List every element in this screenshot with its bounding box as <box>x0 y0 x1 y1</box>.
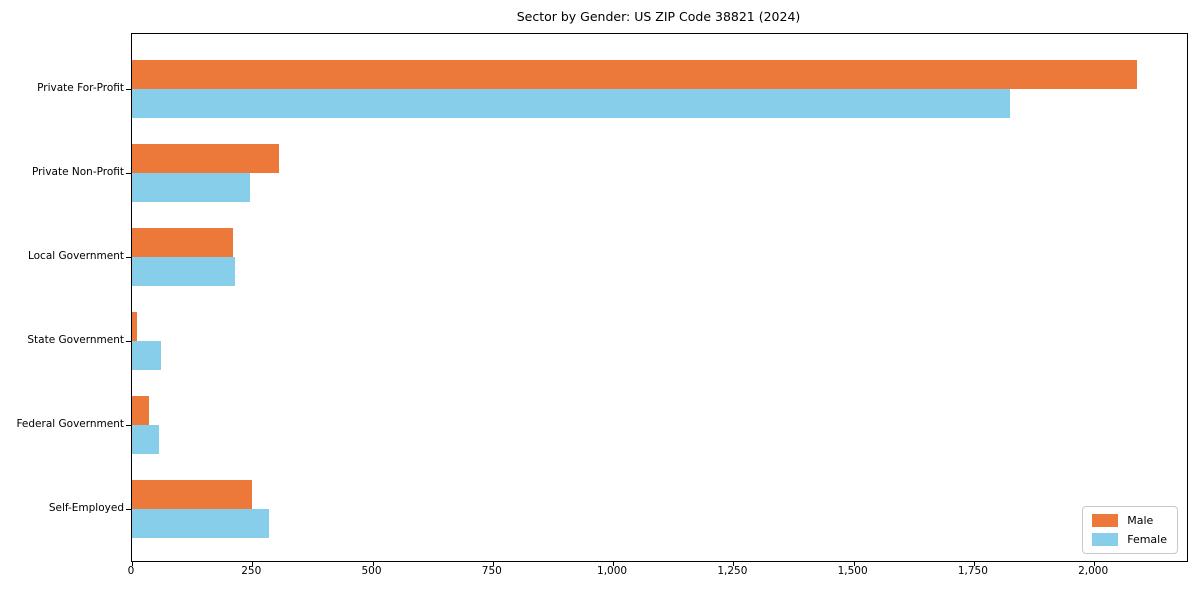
bar-male-5 <box>132 396 149 425</box>
y-tick-mark <box>126 89 132 90</box>
plot-area: Male Female <box>126 33 1188 566</box>
legend: Male Female <box>1082 506 1178 554</box>
x-tick-label: 2,000 <box>1078 565 1109 577</box>
legend-item-male: Male <box>1092 514 1167 527</box>
y-tick-mark <box>126 425 132 426</box>
x-tick-label: 500 <box>361 565 382 577</box>
y-tick-label: Private For-Profit <box>37 82 124 94</box>
bar-female-6 <box>132 509 270 538</box>
x-tick-label: 1,250 <box>717 565 748 577</box>
legend-item-female: Female <box>1092 533 1167 546</box>
y-tick-mark <box>126 341 132 342</box>
x-tick-label: 1,500 <box>837 565 868 577</box>
legend-swatch-female <box>1092 533 1119 546</box>
y-tick-label: Private Non-Profit <box>31 166 124 178</box>
bar-female-3 <box>132 257 236 286</box>
bar-female-1 <box>132 89 1010 118</box>
y-tick-mark <box>126 257 132 258</box>
bar-female-4 <box>132 341 161 370</box>
x-tick-mark <box>1094 561 1096 566</box>
bar-female-2 <box>132 173 250 202</box>
bar-male-6 <box>132 480 253 509</box>
bar-male-4 <box>132 312 137 341</box>
x-tick-label: 250 <box>241 565 262 577</box>
y-tick-label: Federal Government <box>16 418 124 430</box>
x-tick-mark <box>492 561 494 566</box>
legend-swatch-male <box>1092 514 1119 527</box>
x-tick-label: 750 <box>481 565 502 577</box>
x-tick-mark <box>132 561 133 566</box>
y-tick-label: Local Government <box>27 250 124 262</box>
x-tick-label: 1,750 <box>957 565 988 577</box>
x-tick-mark <box>372 561 374 566</box>
y-tick-label: State Government <box>27 334 124 346</box>
legend-label: Male <box>1127 514 1154 527</box>
x-tick-mark <box>733 561 735 566</box>
x-tick-mark <box>252 561 254 566</box>
x-tick-label: 0 <box>127 565 135 577</box>
x-tick-label: 1,000 <box>597 565 628 577</box>
x-tick-mark <box>973 561 975 566</box>
y-tick-mark <box>126 173 132 174</box>
bar-male-2 <box>132 144 279 173</box>
x-tick-mark <box>853 561 855 566</box>
chart-title: Sector by Gender: US ZIP Code 38821 (202… <box>516 9 801 24</box>
bar-male-1 <box>132 60 1138 89</box>
legend-label: Female <box>1127 533 1167 546</box>
bar-male-3 <box>132 228 233 257</box>
bar-female-5 <box>132 425 159 454</box>
x-tick-mark <box>613 561 615 566</box>
y-tick-label: Self-Employed <box>48 502 124 514</box>
y-tick-mark <box>126 509 132 510</box>
